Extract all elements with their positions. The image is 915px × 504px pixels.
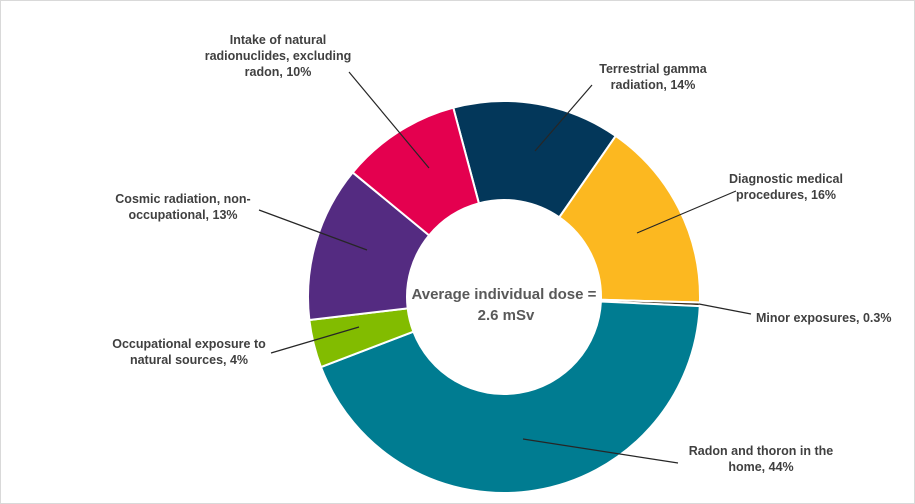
data-label-occupational-exposure-to-natural-sources: Occupational exposure to natural sources,… xyxy=(112,337,266,367)
data-label-radon-and-thoron-in-the-home: Radon and thoron in the home, 44% xyxy=(689,444,833,474)
slice-radon-and-thoron-in-the-home xyxy=(319,300,701,494)
data-label-line: Diagnostic medical xyxy=(729,172,843,186)
data-label-line: radiation, 14% xyxy=(611,78,696,92)
center-label-line-2: 2.6 mSv xyxy=(478,307,535,324)
leader-line-occupational-exposure-to-natural-sources xyxy=(270,326,360,354)
data-label-line: radionuclides, excluding xyxy=(205,49,352,63)
data-label-line: home, 44% xyxy=(728,460,793,474)
data-label-intake-of-natural-radionuclides-excluding-radon: Intake of natural radionuclides, excludin… xyxy=(205,33,352,79)
data-label-line: Intake of natural xyxy=(230,33,327,47)
data-label-line: Cosmic radiation, non- xyxy=(115,192,250,206)
data-label-cosmic-radiation-non-occupational: Cosmic radiation, non-occupational, 13% xyxy=(115,192,250,222)
data-label-line: procedures, 16% xyxy=(736,188,836,202)
leader-lines xyxy=(258,71,752,464)
data-label-line: occupational, 13% xyxy=(128,208,237,222)
leader-line-cosmic-radiation-non-occupational xyxy=(258,209,368,251)
slice-labels: Terrestrial gamma radiation, 14% Diagnosti… xyxy=(112,33,891,474)
data-label-terrestrial-gamma-radiation: Terrestrial gamma radiation, 14% xyxy=(599,62,708,92)
slice-diagnostic-medical-procedures xyxy=(557,134,701,304)
center-label: Average individual dose = 2.6 mSv xyxy=(411,286,600,324)
slices xyxy=(307,100,701,494)
leader-line-radon-and-thoron-in-the-home xyxy=(522,438,679,464)
leader-line-diagnostic-medical-procedures xyxy=(636,190,737,234)
data-label-line: Radon and thoron in the xyxy=(689,444,833,458)
leader-line-terrestrial-gamma-radiation xyxy=(534,84,593,152)
center-label-line-1: Average individual dose = xyxy=(411,286,596,303)
data-label-diagnostic-medical-procedures: Diagnostic medical procedures, 16% xyxy=(729,172,843,202)
slice-intake-of-natural-radionuclides-excluding-radon xyxy=(351,106,481,237)
data-label-line: Minor exposures, 0.3% xyxy=(756,311,891,325)
leader-line-minor-exposures xyxy=(698,303,752,315)
data-label-minor-exposures: Minor exposures, 0.3% xyxy=(756,311,891,325)
data-label-line: radon, 10% xyxy=(245,65,312,79)
data-label-line: natural sources, 4% xyxy=(130,353,248,367)
data-label-line: Terrestrial gamma xyxy=(599,62,708,76)
data-label-line: Occupational exposure to xyxy=(112,337,266,351)
leader-line-intake-of-natural-radionuclides-excluding-radon xyxy=(348,71,430,169)
